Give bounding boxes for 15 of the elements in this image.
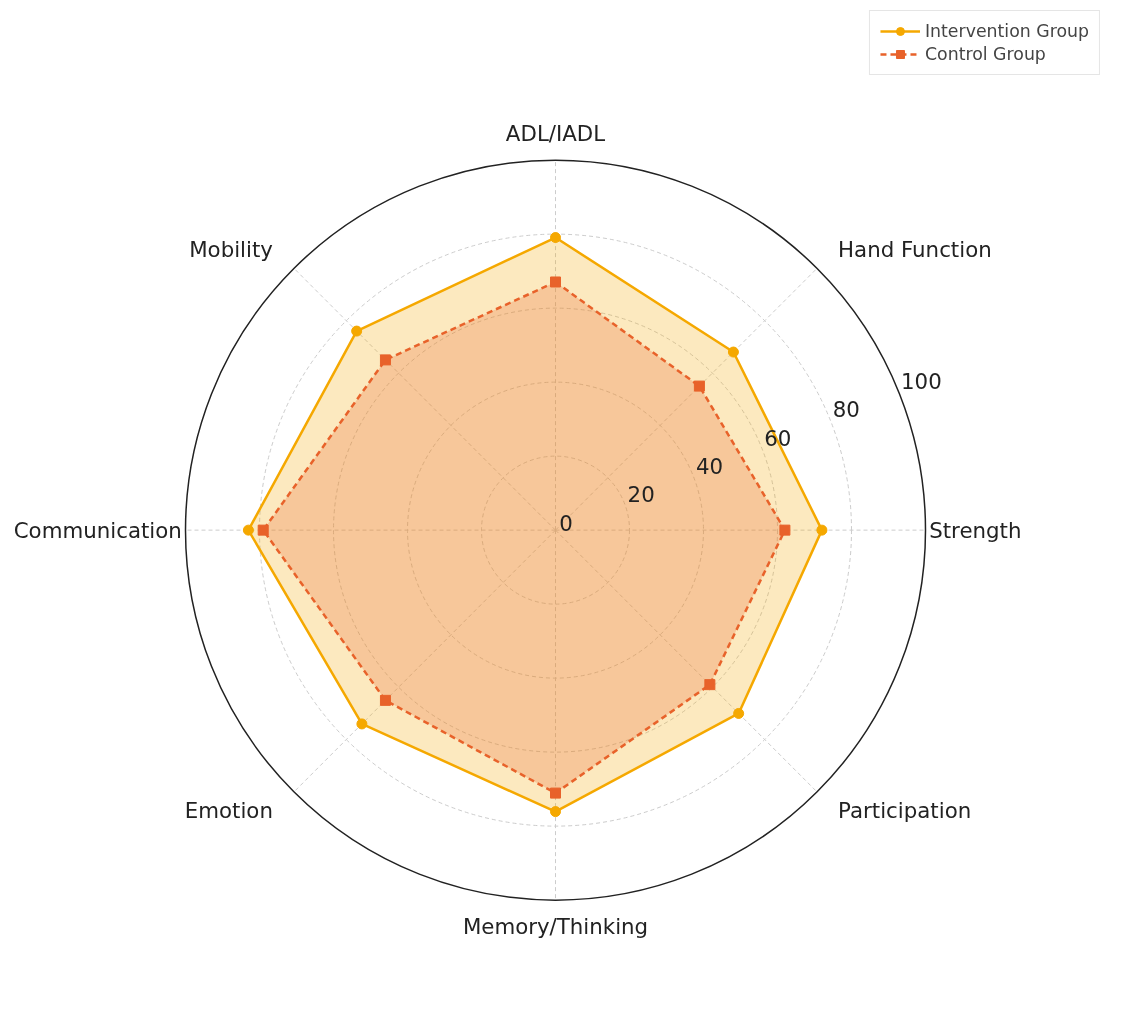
spoke-label: Hand Function — [838, 237, 992, 263]
spoke-label: Mobility — [189, 237, 273, 263]
spoke-label: Memory/Thinking — [462, 913, 649, 939]
spoke-label: ADL/IADL — [505, 121, 606, 147]
y-tick-label: 80 — [832, 397, 860, 423]
legend-label: Intervention Group — [924, 21, 1089, 41]
spoke-label: Participation — [838, 797, 972, 823]
spoke-label: Communication — [13, 517, 182, 543]
legend-label: Control Group — [924, 44, 1046, 64]
y-tick-label: 20 — [627, 482, 655, 508]
spoke-label: Emotion — [184, 797, 273, 823]
spoke-label: Strength — [929, 517, 1022, 543]
y-tick-label: 40 — [695, 454, 724, 480]
y-tick-label: 0 — [559, 510, 573, 536]
y-tick-label: 100 — [901, 368, 942, 394]
